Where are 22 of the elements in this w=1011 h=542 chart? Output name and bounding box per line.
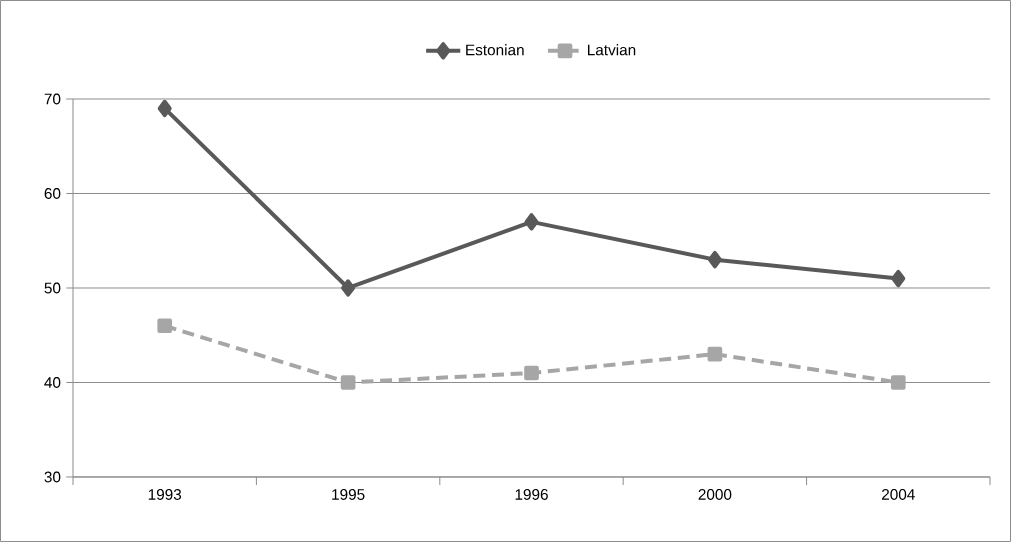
point [157,99,172,118]
y-tick-label: 60 [44,188,61,199]
point [341,279,356,297]
point [707,346,723,362]
point [707,250,722,269]
point [157,318,173,334]
x-tick-label: 1995 [332,489,365,500]
x-tick-label: 2004 [882,489,915,500]
point [524,213,539,231]
y-tick-label: 50 [44,282,61,294]
x-tick-label: 1996 [515,489,548,500]
y-tick-label: 40 [44,377,61,388]
point [340,375,356,390]
y-tick-label: 30 [44,471,61,483]
legend-label: Estonian [466,44,524,56]
point [524,365,539,381]
point [891,269,906,288]
point [890,375,906,390]
x-tick-label: 2000 [698,489,732,500]
legend-label: Latvian [588,44,636,56]
y-tick-label: 70 [44,93,61,105]
x-tick-label: 1993 [148,489,182,500]
